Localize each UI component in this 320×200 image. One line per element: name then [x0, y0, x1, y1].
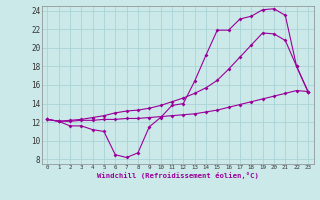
- X-axis label: Windchill (Refroidissement éolien,°C): Windchill (Refroidissement éolien,°C): [97, 172, 259, 179]
